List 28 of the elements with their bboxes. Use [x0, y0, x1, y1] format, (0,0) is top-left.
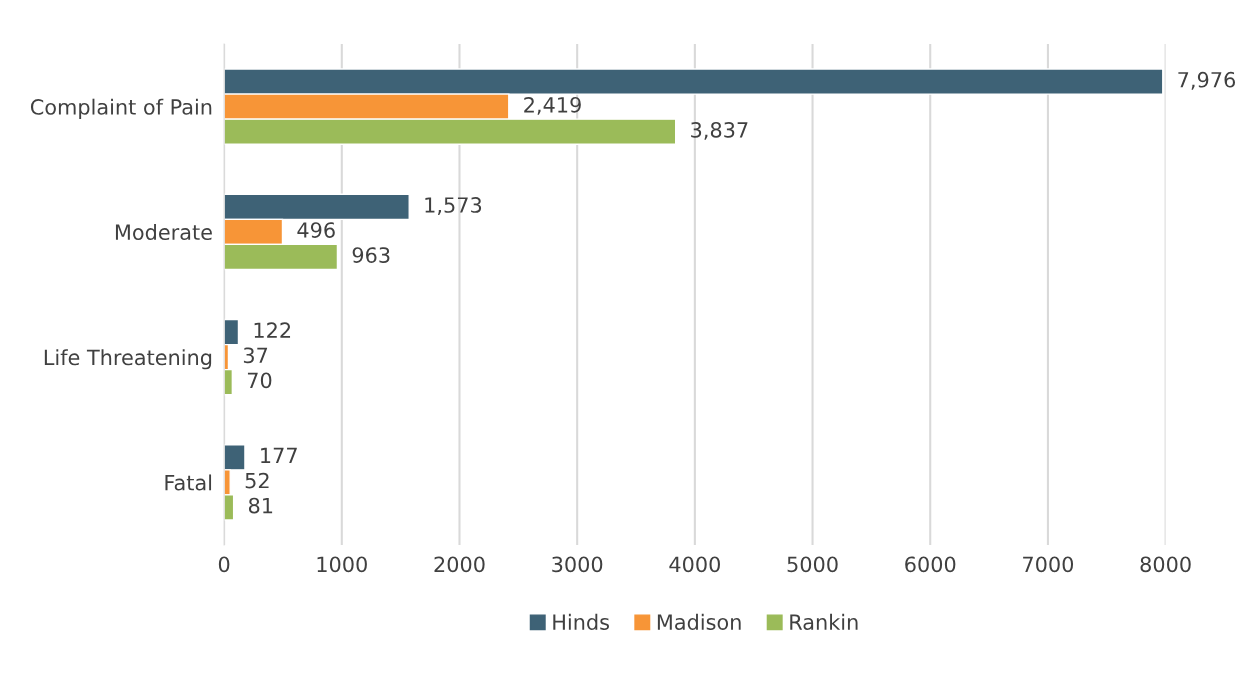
data-label: 37: [243, 347, 268, 364]
data-label: 122: [254, 322, 291, 338]
data-label: 963: [352, 247, 390, 263]
x-tick-label: 6000: [905, 556, 956, 573]
data-label: 496: [297, 222, 335, 238]
x-tick-label: 2000: [434, 556, 485, 573]
x-tick-label: 0: [218, 556, 230, 573]
data-label: 3,837: [691, 121, 748, 140]
data-label: 70: [247, 372, 272, 389]
data-label: 81: [248, 497, 273, 514]
data-label: 7,976: [1178, 71, 1236, 90]
data-label: 2,419: [524, 96, 581, 115]
legend-label: Rankin: [790, 613, 858, 630]
x-tick-label: 4000: [669, 556, 720, 573]
data-label: 52: [245, 472, 269, 489]
legend-label: Madison: [657, 613, 741, 630]
x-tick-label: 1000: [317, 556, 367, 573]
y-tick-label: Fatal: [165, 474, 212, 491]
x-tick-label: 3000: [552, 556, 603, 573]
y-tick-label: Life Threatening: [44, 349, 212, 370]
y-tick-label: Moderate: [115, 223, 212, 241]
legend-label: Hinds: [553, 613, 609, 630]
y-tick-label: Complaint of Pain: [30, 98, 212, 119]
x-tick-label: 8000: [1140, 556, 1191, 573]
data-label: 1,573: [425, 197, 482, 215]
x-tick-label: 5000: [787, 556, 838, 573]
data-label: 177: [261, 447, 297, 464]
x-tick-label: 7000: [1023, 556, 1074, 573]
